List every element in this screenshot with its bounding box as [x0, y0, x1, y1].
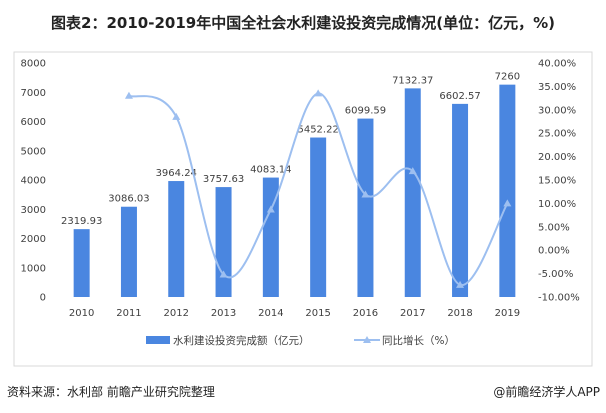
y-right-tick-label: 25.00% [538, 129, 576, 140]
growth-point-marker [456, 280, 465, 288]
y-right-tick-label: -5.00% [538, 269, 573, 280]
x-tick-label: 2018 [447, 308, 472, 319]
bar-data-label: 5452.22 [297, 125, 338, 136]
y-right-tick-label: 20.00% [538, 152, 576, 163]
y-left-tick-label: 4000 [21, 176, 46, 187]
bar-series: 2319.93 3086.03 3964.24 3757.63 4083.14 5452.… [61, 72, 520, 298]
bar [452, 103, 469, 298]
bar [168, 181, 185, 297]
bar [310, 137, 327, 297]
bar-data-label: 3964.24 [156, 168, 197, 179]
bar-data-label: 6602.57 [439, 91, 480, 102]
y-right-tick-label: 35.00% [538, 82, 576, 93]
y-left-tick-label: 2000 [21, 234, 46, 245]
legend-label-line: 同比增长（%） [382, 334, 455, 347]
y-right-tick-label: -10.00% [538, 293, 580, 304]
growth-point-marker [314, 89, 323, 97]
bar-data-label: 7132.37 [392, 75, 433, 86]
bar-data-label: 4083.14 [250, 165, 291, 176]
bar-data-label: 2319.93 [61, 216, 102, 227]
y-left-tick-label: 1000 [21, 263, 46, 274]
x-tick-label: 2017 [400, 308, 425, 319]
chart-title: 图表2：2010-2019年中国全社会水利建设投资完成情况(单位：亿元，%) [51, 14, 555, 32]
x-tick-label: 2016 [353, 308, 378, 319]
legend: 水利建设投资完成额（亿元） 同比增长（%） [146, 334, 455, 347]
x-tick-label: 2010 [69, 308, 94, 319]
line-series [124, 89, 512, 288]
x-tick-label: 2019 [495, 308, 520, 319]
bar [120, 206, 137, 297]
bar-data-label: 7260 [495, 72, 520, 83]
growth-point-marker [266, 205, 275, 213]
y-right-tick-label: 40.00% [538, 59, 576, 70]
y-left-tick-label: 7000 [21, 88, 46, 99]
bar [215, 187, 232, 297]
y-right-tick-label: 15.00% [538, 176, 576, 187]
y-left-tick-label: 5000 [21, 146, 46, 157]
y-left-tick-label: 8000 [21, 59, 46, 70]
x-tick-label: 2011 [116, 308, 141, 319]
source-note: 资料来源：水利部 前瞻产业研究院整理 [7, 384, 215, 399]
y-right-tick-label: 10.00% [538, 199, 576, 210]
y-left-tick-label: 3000 [21, 205, 46, 216]
growth-point-marker [172, 112, 181, 120]
legend-swatch-bar [146, 336, 170, 344]
bar [73, 229, 90, 297]
legend-label-bar: 水利建设投资完成额（亿元） [173, 334, 310, 347]
bar [499, 84, 516, 298]
bar-data-label: 3086.03 [108, 194, 149, 205]
y-right-tick-label: 5.00% [538, 222, 570, 233]
growth-point-marker [408, 167, 417, 175]
growth-point-marker [124, 91, 133, 99]
legend-triangle-icon [363, 336, 371, 343]
y-axis-left: 0 1000 2000 3000 4000 5000 6000 7000 8000 [21, 59, 46, 304]
bar [262, 177, 279, 297]
growth-point-marker [361, 190, 370, 198]
x-axis: 2010 2011 2012 2013 2014 2015 2016 2017 2018 2019 [69, 308, 520, 319]
bar-data-label: 3757.63 [203, 174, 244, 185]
growth-point-marker [503, 199, 512, 207]
y-left-tick-label: 0 [40, 293, 46, 304]
bar-data-label: 6099.59 [345, 106, 386, 117]
x-tick-label: 2013 [211, 308, 236, 319]
y-right-tick-label: 0.00% [538, 246, 570, 257]
y-left-tick-label: 6000 [21, 117, 46, 128]
growth-point-marker [219, 270, 228, 278]
bar [357, 118, 374, 297]
y-axis-right: -10.00% -5.00% 0.00% 5.00% 10.00% 15.00% 20.00… [538, 59, 580, 304]
x-tick-label: 2012 [164, 308, 189, 319]
chart-frame [13, 51, 593, 367]
y-right-tick-label: 30.00% [538, 105, 576, 116]
x-tick-label: 2015 [305, 308, 330, 319]
x-tick-label: 2014 [258, 308, 283, 319]
bar [404, 88, 421, 297]
credit: @前瞻经济学人APP [493, 384, 600, 399]
